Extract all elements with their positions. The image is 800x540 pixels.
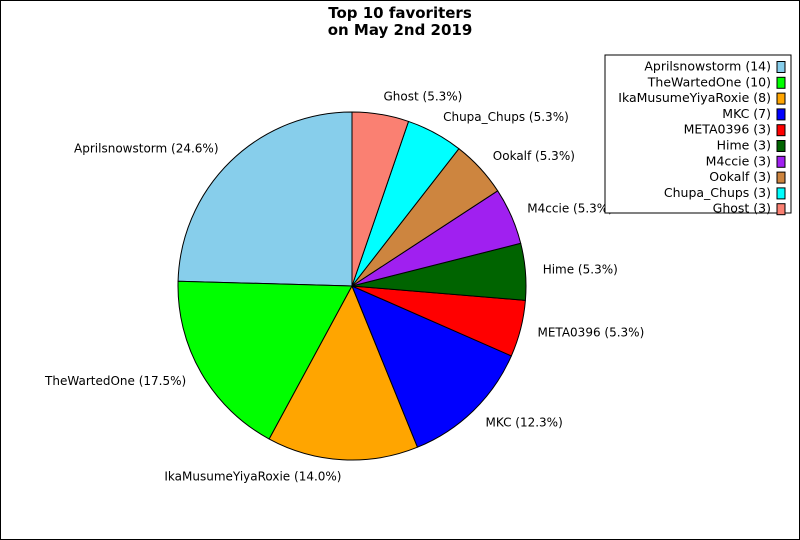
legend-swatch-thewartedone <box>776 76 786 89</box>
legend-box <box>604 54 792 214</box>
legend-swatch-m4ccie <box>776 155 786 168</box>
pie-slice-thewartedone <box>177 280 353 440</box>
legend-swatch-ikamusumeyiyaroxie <box>776 92 786 105</box>
pie-slice-ghost <box>351 111 409 287</box>
legend-swatch-ghost <box>776 203 786 216</box>
legend-swatch-aprilsnowstorm <box>776 61 786 73</box>
legend-label-meta0396: META0396 (3) <box>684 122 771 137</box>
pie-label-hime: Hime (5.3%) <box>543 263 618 277</box>
pie-slice-mkc <box>351 285 512 448</box>
legend: Aprilsnowstorm (14)TheWartedOne (10)IkaM… <box>604 54 792 216</box>
pie-slices <box>177 111 527 461</box>
legend-label-thewartedone: TheWartedOne (10) <box>647 74 771 89</box>
pie-slice-ikamusumeyiyaroxie <box>268 285 418 461</box>
pie-label-ookalf: Ookalf (5.3%) <box>493 149 575 163</box>
legend-swatch-meta0396 <box>776 124 786 137</box>
pie-label-meta0396: META0396 (5.3%) <box>538 326 645 340</box>
pie-slice-aprilsnowstorm <box>177 111 353 287</box>
pie-label-thewartedone: TheWartedOne (17.5%) <box>44 374 186 388</box>
chart-title-line-2: on May 2nd 2019 <box>328 21 473 39</box>
pie-label-chupa-chups: Chupa_Chups (5.3%) <box>443 110 569 124</box>
legend-swatch-hime <box>776 140 786 152</box>
pie-labels: Aprilsnowstorm (24.6%) TheWartedOne (17.5… <box>44 90 644 484</box>
legend-label-hime: Hime (3) <box>717 138 771 153</box>
legend-label-chupa-chups: Chupa_Chups (3) <box>664 185 771 200</box>
pie-label-ghost: Ghost (5.3%) <box>384 90 463 104</box>
legend-label-ookalf: Ookalf (3) <box>709 169 771 184</box>
legend-swatch-ookalf <box>776 171 786 184</box>
legend-swatch-chupa-chups <box>776 187 786 200</box>
pie-label-mkc: MKC (12.3%) <box>486 416 563 430</box>
chart-title-line-1: Top 10 favoriters <box>328 4 472 22</box>
legend-label-ikamusumeyiyaroxie: IkaMusumeYiyaRoxie (8) <box>618 90 771 105</box>
legend-label-aprilsnowstorm: Aprilsnowstorm (14) <box>644 59 771 74</box>
pie-label-m4ccie: M4ccie (5.3%) <box>527 202 613 216</box>
legend-label-m4ccie: M4ccie (3) <box>706 153 771 168</box>
pie-label-aprilsnowstorm: Aprilsnowstorm (24.6%) <box>74 141 218 155</box>
pie-label-ikamusumeyiyaroxie: IkaMusumeYiyaRoxie (14.0%) <box>164 470 341 484</box>
legend-label-mkc: MKC (7) <box>722 106 771 121</box>
legend-label-ghost: Ghost (3) <box>713 201 771 216</box>
legend-swatch-mkc <box>776 108 786 121</box>
